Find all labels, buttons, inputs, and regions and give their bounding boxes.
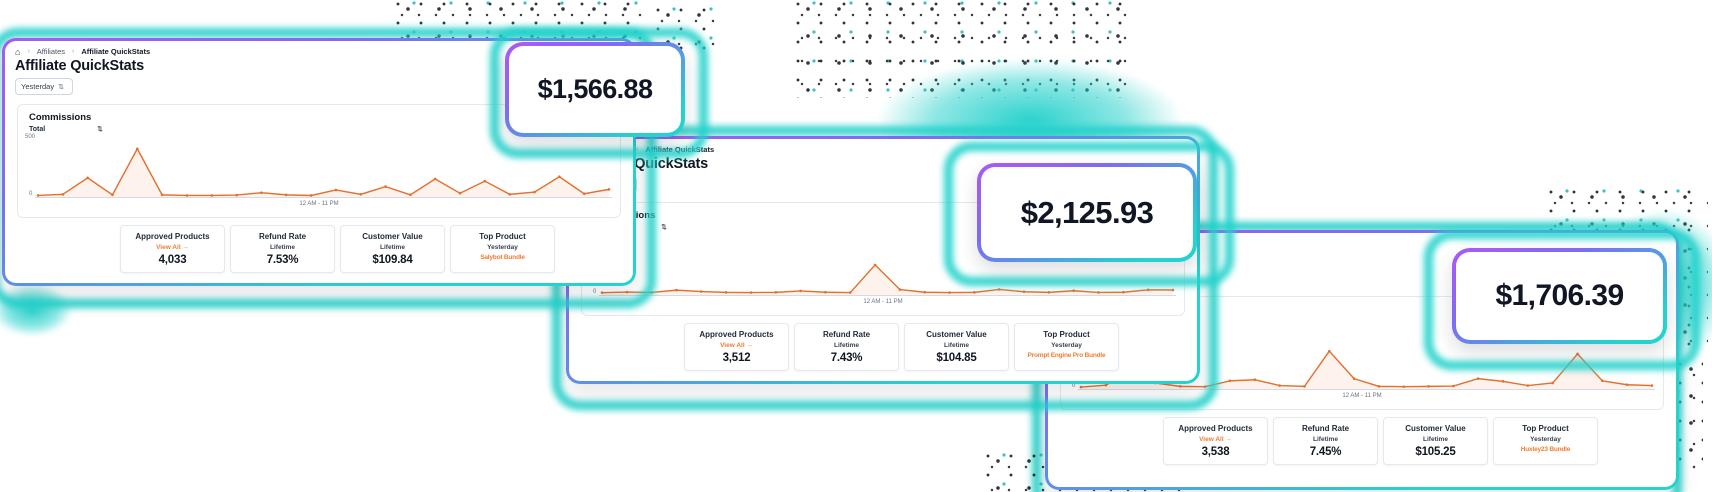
breadcrumb-current: Affiliate QuickStats <box>81 47 151 56</box>
stat-label: Customer Value <box>926 330 987 339</box>
sort-updown-icon[interactable]: ⇅ <box>97 126 103 133</box>
stat-label: Approved Products <box>135 232 210 241</box>
view-all-link[interactable]: View All → <box>156 244 189 251</box>
stat-value: 7.43% <box>830 352 863 364</box>
stat-label: Top Product <box>1522 424 1569 433</box>
stat-card-customer-value: Customer Value Lifetime $105.25 <box>1383 417 1488 465</box>
breadcrumb-current: Affiliate QuickStats <box>645 145 715 154</box>
stat-value: 3,512 <box>722 352 751 364</box>
x-axis-label: 12 AM - 11 PM <box>863 299 903 305</box>
top-product-link[interactable]: Prompt Engine Pro Bundle <box>1027 352 1106 359</box>
panel-title: Commissions <box>29 112 92 123</box>
stat-value: $104.85 <box>936 352 977 364</box>
stat-card-approved-products: Approved Products View All → 4,033 <box>120 225 225 273</box>
legend-label: Total <box>29 125 46 133</box>
commission-total-value: $2,125.93 <box>1020 194 1154 230</box>
breadcrumb-separator: › <box>72 48 75 55</box>
stat-card-approved-products: Approved Products View All → 3,512 <box>684 323 789 371</box>
stat-sublabel: Lifetime <box>270 244 295 251</box>
date-range-value: Yesterday <box>21 82 55 91</box>
stat-sublabel: Lifetime <box>1423 436 1448 443</box>
stat-card-refund-rate: Refund Rate Lifetime 7.43% <box>794 323 899 371</box>
stat-card-top-product: Top Product Yesterday Salybot Bundle <box>450 225 555 273</box>
stat-sublabel: Lifetime <box>1313 436 1338 443</box>
commission-total-callout: $1,706.39 <box>1452 248 1667 344</box>
date-range-select[interactable]: Yesterday ⇅ <box>15 78 73 95</box>
stat-label: Approved Products <box>699 330 774 339</box>
stat-value: 7.53% <box>266 254 299 266</box>
stat-label: Refund Rate <box>1301 424 1350 433</box>
commission-total-callout: $2,125.93 <box>977 163 1197 262</box>
stat-label: Customer Value <box>1405 424 1466 433</box>
stat-sublabel: Yesterday <box>1051 342 1082 349</box>
commissions-panel: Commissions Total ⇅ 500 0 12 AM - 11 PM <box>581 202 1185 316</box>
stat-card-customer-value: Customer Value Lifetime $109.84 <box>340 225 445 273</box>
breadcrumb: ⌂ › Affiliates › Affiliate QuickStats <box>15 47 150 56</box>
stat-value: 4,033 <box>158 254 187 266</box>
stat-card-customer-value: Customer Value Lifetime $104.85 <box>904 323 1009 371</box>
stat-label: Customer Value <box>362 232 423 241</box>
y-axis-max-label: 500 <box>25 134 36 140</box>
stat-sublabel: Yesterday <box>487 244 518 251</box>
commission-total-callout: $1,566.88 <box>505 42 685 137</box>
stat-sublabel: Lifetime <box>834 342 859 349</box>
stat-value: $105.25 <box>1415 446 1456 458</box>
stat-value: 3,538 <box>1201 446 1230 458</box>
y-axis-min-label: 0 <box>1072 383 1076 389</box>
commissions-panel: Commissions Total ⇅ 500 0 12 AM - 11 PM <box>17 104 621 218</box>
x-axis-label: 12 AM - 11 PM <box>1342 393 1382 399</box>
stat-sublabel: Lifetime <box>380 244 405 251</box>
stat-value: 7.45% <box>1309 446 1342 458</box>
stat-card-top-product: Top Product Yesterday Huxley23 Bundle <box>1493 417 1598 465</box>
noise-speckles <box>395 0 645 40</box>
chart-legend: Total ⇅ <box>29 125 103 134</box>
stats-row: Approved Products View All → 4,033 Refun… <box>120 225 555 273</box>
stat-card-approved-products: Approved Products View All → 3,538 <box>1163 417 1268 465</box>
sort-updown-icon[interactable]: ⇅ <box>661 224 667 231</box>
stat-sublabel: Lifetime <box>944 342 969 349</box>
home-icon[interactable]: ⌂ <box>15 46 21 57</box>
stats-row: Approved Products View All → 3,512 Refun… <box>684 323 1119 371</box>
commission-total-value: $1,566.88 <box>537 74 653 104</box>
view-all-link[interactable]: View All → <box>1199 436 1232 443</box>
stat-label: Refund Rate <box>258 232 307 241</box>
top-product-link[interactable]: Salybot Bundle <box>480 254 525 261</box>
breadcrumb-affiliates[interactable]: Affiliates <box>36 47 65 56</box>
x-axis-label: 12 AM - 11 PM <box>299 201 339 207</box>
y-axis-min-label: 0 <box>593 289 597 295</box>
stat-card-top-product: Top Product Yesterday Prompt Engine Pro … <box>1014 323 1119 371</box>
chevron-updown-icon: ⇅ <box>58 83 64 91</box>
commissions-chart <box>599 236 1176 296</box>
stat-label: Refund Rate <box>822 330 871 339</box>
top-product-link[interactable]: Huxley23 Bundle <box>1520 446 1571 453</box>
noise-speckles <box>795 0 1135 98</box>
stat-value: $109.84 <box>372 254 413 266</box>
y-axis-min-label: 0 <box>29 191 33 197</box>
view-all-link[interactable]: View All → <box>720 342 753 349</box>
page-title: Affiliate QuickStats <box>15 58 144 74</box>
commissions-chart <box>35 138 612 198</box>
stats-row: Approved Products View All → 3,538 Refun… <box>1163 417 1598 465</box>
stat-label: Top Product <box>479 232 526 241</box>
breadcrumb-separator: › <box>27 48 30 55</box>
teal-spray <box>0 284 72 336</box>
stat-label: Approved Products <box>1178 424 1253 433</box>
stat-card-refund-rate: Refund Rate Lifetime 7.53% <box>230 225 335 273</box>
stat-sublabel: Yesterday <box>1530 436 1561 443</box>
commission-total-value: $1,706.39 <box>1495 279 1624 312</box>
breadcrumb-separator: › <box>636 146 639 153</box>
affiliate-quickstats-card: ⌂ › Affiliates › Affiliate QuickStats Af… <box>2 38 636 286</box>
stat-label: Top Product <box>1043 330 1090 339</box>
stat-card-refund-rate: Refund Rate Lifetime 7.45% <box>1273 417 1378 465</box>
